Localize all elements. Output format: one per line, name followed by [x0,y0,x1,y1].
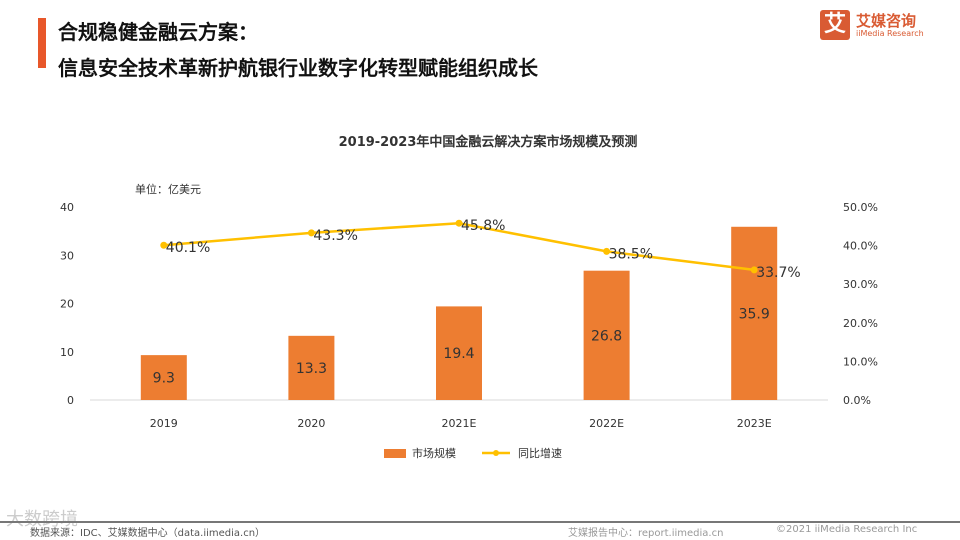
unit-label: 单位：亿美元 [135,182,201,196]
left-axis-tick: 10 [60,346,74,359]
left-axis-tick: 40 [60,201,74,214]
growth-point [603,247,611,255]
bar-data-label: 26.8 [591,328,622,344]
watermark: 大数跨境 [6,509,78,530]
iimedia-logo: 艾 艾媒咨询 iiMedia Research [820,10,924,40]
bar [583,270,630,400]
x-axis-tick: 2022E [589,417,624,430]
x-axis-tick: 2021E [442,417,477,430]
growth-data-label: 40.1% [166,240,210,256]
left-axis-tick: 0 [67,394,74,407]
growth-point [160,241,168,249]
right-axis-tick: 30.0% [843,278,878,291]
title-accent-bar [38,18,46,68]
right-axis-tick: 50.0% [843,201,878,214]
growth-data-label: 33.7% [756,265,800,281]
legend-line-label: 同比增速 [518,446,562,460]
left-axis-tick: 20 [60,298,74,311]
bar-data-label: 35.9 [739,306,770,322]
logo-mark: 艾 [820,10,850,40]
bar-data-label: 13.3 [296,361,327,377]
growth-point [750,266,758,274]
copyright: ©2021 iiMedia Research Inc [776,524,918,535]
logo-name-en: iiMedia Research [856,28,924,38]
chart-title: 2019-2023年中国金融云解决方案市场规模及预测 [339,134,638,150]
page-subtitle: 信息安全技术革新护航银行业数字化转型赋能组织成长 [58,56,538,80]
footer-divider [0,521,960,523]
logo-name-cn: 艾媒咨询 [856,11,917,30]
bar [140,355,187,400]
bar [436,306,482,400]
left-axis-tick: 30 [60,249,74,262]
bar [731,226,778,400]
x-axis-tick: 2019 [150,417,178,430]
bar-data-label: 19.4 [443,346,474,362]
x-axis-tick: 2023E [737,417,772,430]
right-axis-tick: 10.0% [843,355,878,368]
growth-data-label: 38.5% [609,246,653,262]
source-note: 数据来源：IDC、艾媒数据中心（data.iimedia.cn） [30,528,266,539]
bar-data-label: 9.3 [153,371,175,387]
right-axis-tick: 0.0% [843,394,871,407]
report-link[interactable]: 艾媒报告中心：report.iimedia.cn [568,528,724,539]
growth-data-label: 45.8% [461,218,505,234]
page-title: 合规稳健金融云方案： [58,20,258,44]
legend-bar-label: 市场规模 [412,446,456,460]
bar [288,335,335,400]
legend-bar-swatch [384,449,406,458]
legend-line-marker [493,450,499,456]
growth-line [163,221,755,272]
growth-data-label: 43.3% [313,228,357,244]
right-axis-tick: 20.0% [843,317,878,330]
growth-point [455,219,463,227]
x-axis-tick: 2020 [297,417,325,430]
right-axis-tick: 40.0% [843,240,878,253]
growth-point [307,229,315,237]
